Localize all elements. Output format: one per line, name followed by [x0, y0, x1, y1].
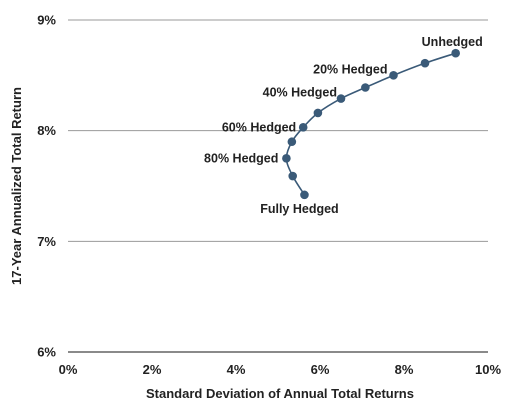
x-axis-label: Standard Deviation of Annual Total Retur… — [146, 386, 414, 401]
annotation-label: 80% Hedged — [204, 151, 278, 165]
data-point — [288, 171, 298, 181]
x-tick-label: 10% — [475, 362, 501, 377]
gridlines — [68, 19, 488, 242]
data-point — [300, 190, 309, 200]
x-tick-label: 0% — [59, 362, 78, 377]
y-tick-label: 6% — [37, 345, 56, 360]
data-point — [298, 123, 308, 132]
y-axis: 6% 7% 8% 9% — [37, 13, 56, 360]
series-points — [282, 48, 460, 200]
y-axis-label: 17-Year Annualized Total Return — [9, 87, 24, 285]
x-tick-label: 4% — [227, 362, 246, 377]
y-tick-label: 8% — [37, 123, 56, 138]
data-point — [389, 71, 398, 80]
data-point — [420, 58, 430, 68]
data-point — [282, 154, 291, 163]
annotations: Unhedged 20% Hedged 40% Hedged 60% Hedged 80… — [204, 35, 483, 216]
annotation-label: Unhedged — [422, 35, 483, 49]
x-tick-label: 6% — [311, 362, 330, 377]
x-tick-label: 8% — [395, 362, 414, 377]
data-point — [287, 137, 297, 147]
y-tick-label: 7% — [37, 234, 56, 249]
annotation-label: 20% Hedged — [313, 62, 387, 76]
x-tick-label: 2% — [143, 362, 162, 377]
annotation-label: 60% Hedged — [222, 120, 296, 134]
data-point — [451, 48, 460, 58]
data-point — [313, 108, 323, 118]
x-axis: 0% 2% 4% 6% 8% 10% — [59, 351, 501, 377]
y-tick-label: 9% — [37, 13, 56, 28]
data-point — [361, 83, 370, 92]
annotation-label: 40% Hedged — [263, 86, 337, 100]
annotation-label: Fully Hedged — [260, 202, 338, 216]
data-point — [336, 94, 346, 103]
